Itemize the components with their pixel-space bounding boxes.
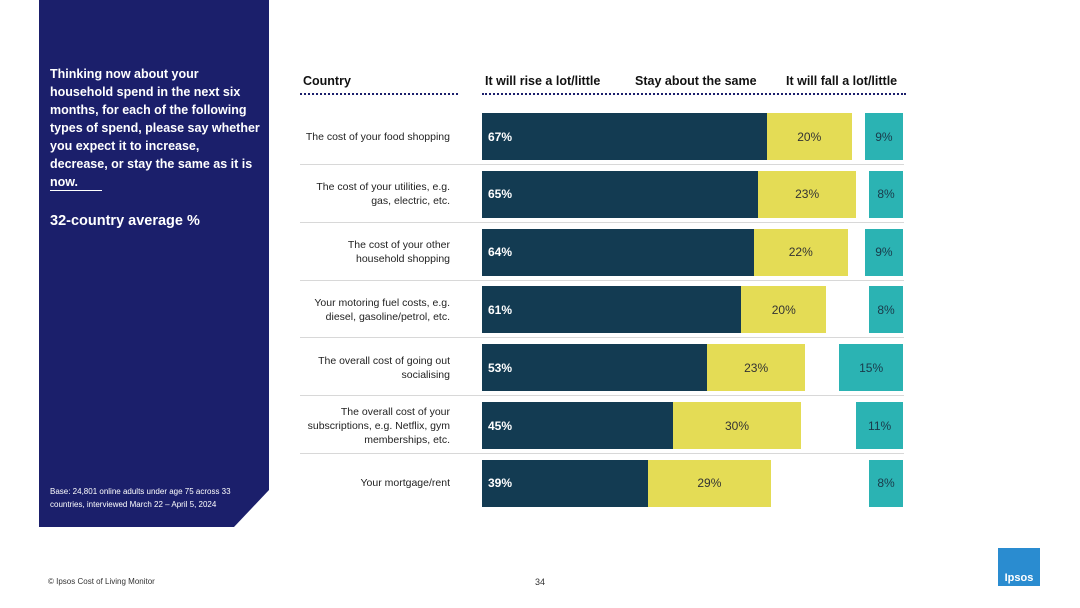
- header-same: Stay about the same: [635, 74, 757, 88]
- bar-fall: 11%: [856, 402, 903, 449]
- category-label: The cost of your other household shoppin…: [300, 229, 450, 276]
- page-number: 34: [535, 577, 546, 587]
- header-category: Country: [303, 74, 351, 88]
- divider: [50, 190, 102, 191]
- category-text: Your mortgage/rent: [360, 477, 450, 490]
- row-separator: [300, 395, 904, 397]
- bar-fall: 8%: [869, 286, 903, 334]
- header-rule: [482, 93, 906, 95]
- average-label: 32-country average %: [50, 213, 200, 229]
- category-label: Your mortgage/rent: [300, 460, 450, 507]
- row-separator: [300, 164, 904, 165]
- question-panel: Thinking now about your household spend …: [39, 0, 269, 527]
- row-separator: [300, 279, 904, 281]
- category-label: Your motoring fuel costs, e.g. diesel, g…: [300, 286, 450, 333]
- bar-same: 30%: [673, 402, 801, 449]
- bar-fall: 9%: [864, 113, 903, 160]
- category-label: The overall cost of going out socialisin…: [300, 344, 450, 391]
- category-label: The cost of your food shopping: [300, 113, 450, 160]
- category-text: The cost of your food shopping: [305, 130, 450, 143]
- header-rule: [300, 93, 458, 95]
- question-text: Thinking now about your household spend …: [50, 67, 260, 189]
- category-text: The overall cost of your subscriptions, …: [307, 405, 450, 446]
- category-text: The cost of your utilities, e.g. gas, el…: [316, 181, 450, 208]
- bar-same: 23%: [707, 344, 805, 392]
- bar-same: 20%: [766, 113, 852, 160]
- footer-source: © Ipsos Cost of Living Monitor: [48, 577, 155, 586]
- bar-rise: 67%: [482, 113, 767, 160]
- bar-fall: 8%: [869, 170, 903, 218]
- category-text: Your motoring fuel costs, e.g. diesel, g…: [314, 296, 450, 323]
- bar-same: 22%: [754, 228, 848, 276]
- row-separator: [300, 453, 904, 454]
- row-separator: [300, 221, 904, 223]
- bar-fall: 15%: [839, 344, 903, 392]
- bar-rise: 45%: [482, 402, 674, 449]
- header-fall: It will fall a lot/little: [786, 74, 898, 88]
- bar-rise: 65%: [482, 170, 759, 218]
- bar-rise: 64%: [482, 228, 754, 276]
- row-separator: [300, 337, 904, 339]
- category-text: The cost of your other household shoppin…: [347, 239, 450, 266]
- bar-same: 29%: [647, 459, 771, 507]
- ipsos-logo: Ipsos: [998, 548, 1040, 586]
- category-label: The overall cost of your subscriptions, …: [300, 402, 450, 449]
- header-rise: It will rise a lot/little: [485, 74, 601, 88]
- bar-rise: 39%: [482, 459, 648, 507]
- bar-fall: 9%: [864, 228, 903, 276]
- bar-rise: 61%: [482, 286, 742, 334]
- bar-fall: 8%: [869, 459, 903, 507]
- category-text: The overall cost of going out socialisin…: [318, 354, 450, 381]
- bar-rise: 53%: [482, 344, 708, 392]
- base-note: Base: 24,801 online adults under age 75 …: [50, 487, 231, 509]
- bar-same: 23%: [758, 170, 856, 218]
- bar-same: 20%: [741, 286, 827, 334]
- category-label: The cost of your utilities, e.g. gas, el…: [300, 171, 450, 218]
